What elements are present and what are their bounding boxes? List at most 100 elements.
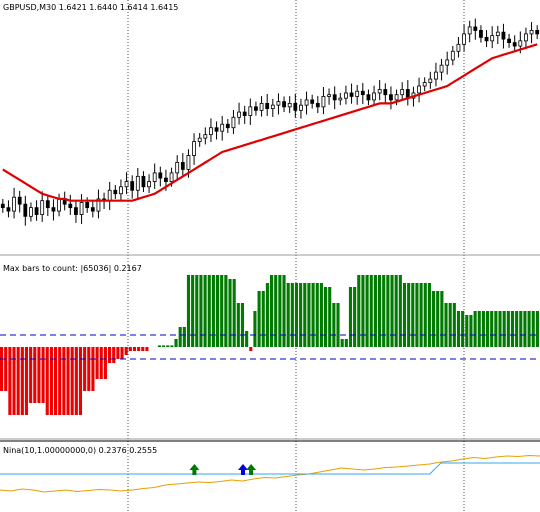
candle-body [344,92,348,99]
candle-body [310,99,315,104]
candle-body [507,38,511,43]
histogram-bar [523,311,527,347]
histogram-bar [236,303,240,347]
histogram-bar [398,275,402,347]
histogram-bar [290,283,294,347]
histogram-bar [373,275,377,347]
candle-body [197,137,202,143]
candle-body [164,177,168,182]
histogram-bar [116,347,120,359]
histogram-bar [145,347,149,351]
histogram-bar [186,275,191,347]
histogram-bar [303,283,307,347]
candle-body [265,102,270,110]
histogram-bar [402,283,407,347]
candle-body [119,186,123,195]
histogram-bar [324,287,328,347]
histogram-bar [199,275,203,347]
candle-body [422,82,427,87]
candle-body [242,111,247,116]
histogram-bar [37,347,41,403]
candle-body [400,89,405,96]
candle-body [74,207,78,215]
histogram-bar [382,275,386,347]
histogram-bar [490,311,494,347]
histogram-bar [477,311,481,347]
histogram-bar [228,279,232,347]
histogram-bar [128,347,132,351]
histogram-bar [461,311,465,347]
histogram-bar [390,275,394,347]
histogram-bar [41,347,45,403]
candle-body [113,189,118,195]
candle-body [124,181,129,188]
signal-arrow [189,464,200,475]
candle-body [45,200,50,209]
candle-body [135,175,140,191]
candle-body [220,123,225,132]
histogram-bar [319,283,323,347]
candle-body [254,106,258,111]
histogram-bar [132,347,137,351]
candle-body [332,94,337,101]
histogram-bar [432,291,436,347]
candle-body [214,127,219,132]
histogram-bar [486,311,490,347]
histogram-bar [299,283,303,347]
histogram-bar [328,287,332,347]
grid [127,0,465,512]
histogram-bar [286,283,290,347]
nina-series-line [0,462,540,475]
moving-average-line [2,43,538,202]
histogram-bar [29,347,33,403]
candle-body [512,42,517,47]
candle-body [529,30,534,35]
candle-body [467,26,472,35]
histogram-bar [311,283,315,347]
histogram-bar [452,303,456,347]
candle-body [51,207,56,212]
candle-body [180,162,185,170]
candle-body [40,200,45,215]
histogram-bar [386,275,390,347]
candle-body [186,155,191,170]
histogram-bar [137,347,141,351]
histogram-bar [407,283,411,347]
candle-body [34,207,39,215]
histogram-bar [261,291,265,347]
histogram-bar [348,287,353,347]
histogram-bar [494,311,498,347]
histogram-bar [315,283,319,347]
nina-panel [0,454,540,493]
histogram-bar [0,347,4,391]
candle-body [6,207,11,212]
candle-body [394,94,399,101]
candle-body [90,207,95,212]
histogram-bar [108,347,112,363]
histogram-bar [336,303,340,347]
histogram-bar [70,347,74,415]
histogram-bar [162,345,166,347]
candle-body [462,33,466,45]
candle-body [147,181,151,188]
histogram-bar [344,339,348,347]
candle-body [130,181,135,191]
candle-body [445,59,450,66]
candle-body [321,96,326,108]
histogram-bar [274,275,278,347]
candle-body [248,106,253,116]
candle-body [85,202,90,209]
histogram-bar [45,347,49,415]
histogram-bar [95,347,99,379]
histogram-bar [103,347,107,379]
candle-body [434,71,438,80]
histogram-bar [436,291,440,347]
histogram-header: Max bars to count: |65036| 0.2167 [3,264,142,273]
histogram-bar [66,347,70,415]
histogram-bar [24,347,29,415]
histogram-bar [278,275,282,347]
histogram-bar [216,275,220,347]
candle-body [383,89,388,96]
histogram-bar [361,275,365,347]
histogram-bar [340,339,344,347]
